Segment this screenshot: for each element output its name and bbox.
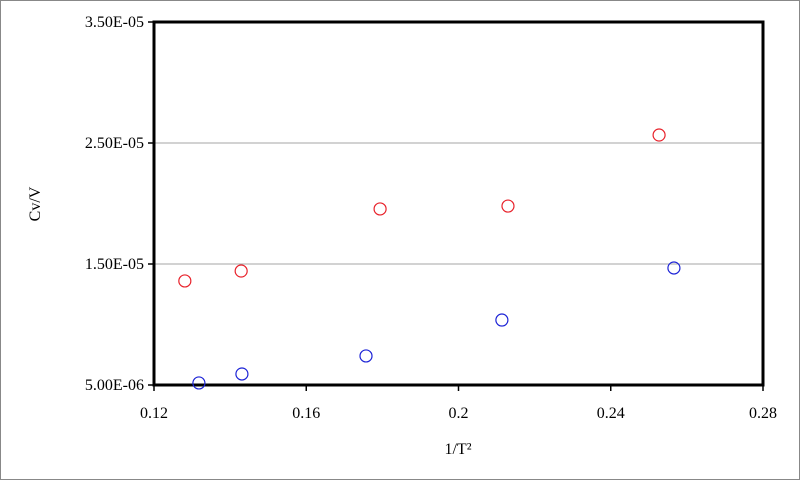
y-tick-label: 2.50E-05 <box>85 135 144 152</box>
point <box>359 349 373 363</box>
x-tick-label: 0.2 <box>449 405 469 422</box>
x-tick-label: 0.12 <box>140 405 168 422</box>
point <box>652 128 666 142</box>
point <box>234 264 248 278</box>
y-tick-label: 3.50E-05 <box>85 14 144 31</box>
point <box>501 199 515 213</box>
x-tick-label: 0.16 <box>292 405 320 422</box>
x-tick-label: 0.24 <box>597 405 625 422</box>
point <box>178 274 192 288</box>
point <box>667 261 681 275</box>
point <box>373 202 387 216</box>
point <box>235 367 249 381</box>
x-tick-label: 0.28 <box>749 405 777 422</box>
y-tick-label: 1.50E-05 <box>85 256 144 273</box>
point <box>495 313 509 327</box>
point <box>192 376 206 390</box>
x-axis-label: 1/T² <box>444 441 471 458</box>
y-axis-label: Cv/V <box>27 186 44 221</box>
y-tick-label: 5.00E-06 <box>85 377 144 394</box>
plot-frame <box>152 20 765 387</box>
